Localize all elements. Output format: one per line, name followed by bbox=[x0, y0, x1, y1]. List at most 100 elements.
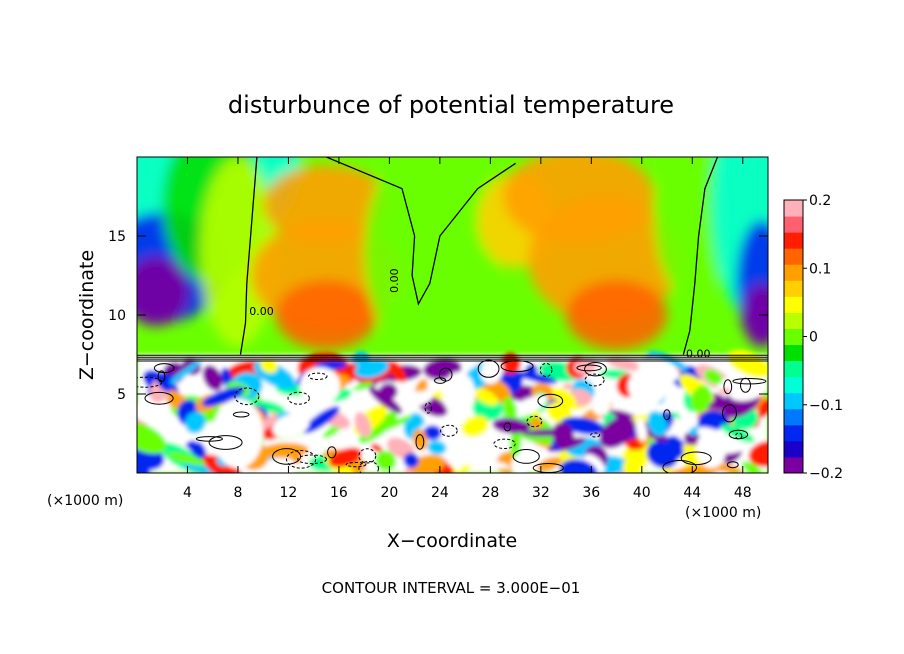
field-blob bbox=[566, 280, 668, 350]
turbulent-eddy bbox=[354, 358, 390, 379]
turbulent-eddy bbox=[368, 387, 403, 414]
warm-eddy bbox=[442, 371, 476, 417]
turbulent-eddy bbox=[522, 429, 572, 437]
contour-line bbox=[326, 157, 516, 306]
y-tick-label: 10 bbox=[108, 308, 126, 324]
contour-loop bbox=[584, 373, 605, 387]
colorbar-swatch bbox=[784, 440, 803, 458]
turbulent-eddy bbox=[201, 386, 245, 407]
turbulent-eddy bbox=[559, 459, 598, 473]
turbulent-eddy bbox=[704, 369, 723, 385]
field-blob bbox=[200, 157, 276, 347]
contour-loop bbox=[234, 387, 260, 406]
turbulent-eddy bbox=[503, 396, 518, 424]
lower-layer-field bbox=[137, 349, 768, 473]
contour-loop bbox=[358, 448, 377, 464]
colorbar-swatch bbox=[784, 376, 803, 394]
turbulent-eddy bbox=[461, 415, 489, 437]
plot-area: 0.00 0.00 0.00 bbox=[137, 157, 768, 473]
turbulent-eddy bbox=[635, 418, 648, 441]
x-tick-label: 8 bbox=[233, 485, 242, 501]
turbulent-eddy bbox=[403, 452, 419, 468]
contour-loop bbox=[728, 429, 749, 440]
contour-lines: 0.00 0.00 0.00 bbox=[137, 157, 768, 473]
contour-loop bbox=[232, 411, 250, 418]
turbulent-eddy bbox=[370, 443, 383, 453]
x-tick-label: 36 bbox=[582, 485, 600, 501]
turbulent-eddy bbox=[260, 357, 278, 374]
turbulent-eddy bbox=[758, 398, 768, 419]
contour-loop bbox=[732, 378, 767, 385]
colorbar-swatch bbox=[784, 232, 803, 249]
colorbar-swatch bbox=[784, 408, 803, 426]
contour-label: 0.00 bbox=[249, 305, 273, 318]
contour-loop bbox=[512, 449, 540, 464]
turbulent-eddy bbox=[510, 454, 532, 473]
contour-loop bbox=[722, 404, 737, 423]
contour-loop bbox=[358, 461, 379, 473]
x-tick-label: 44 bbox=[683, 485, 701, 501]
contour-loop bbox=[500, 360, 534, 373]
turbulent-eddy bbox=[328, 447, 362, 468]
contour-loop bbox=[590, 432, 601, 438]
x-tick-label: 4 bbox=[183, 485, 192, 501]
colorbar-swatch bbox=[784, 216, 803, 233]
contour-loop bbox=[503, 422, 512, 432]
colorbar-swatch bbox=[784, 264, 803, 281]
turbulent-eddy bbox=[622, 456, 644, 473]
colorbar-swatch bbox=[784, 296, 803, 313]
colorbar-swatch bbox=[784, 328, 803, 346]
contour-loop bbox=[539, 362, 553, 378]
turbulent-eddy bbox=[423, 425, 442, 441]
contour-loop bbox=[440, 424, 458, 437]
x-tick-label: 28 bbox=[481, 485, 499, 501]
chart-title: disturbunce of potential temperature bbox=[228, 91, 674, 119]
x-tick-label: 32 bbox=[532, 485, 550, 501]
turbulent-eddy bbox=[741, 461, 764, 473]
y-tick-label: 5 bbox=[117, 387, 126, 403]
turbulent-eddy bbox=[375, 450, 397, 472]
turbulent-eddy bbox=[381, 415, 412, 431]
contour-loop bbox=[327, 446, 337, 459]
x-axis-label: X−coordinate bbox=[387, 530, 517, 552]
turbulent-eddy bbox=[474, 388, 499, 406]
warm-eddy bbox=[696, 430, 727, 469]
contour-loop bbox=[345, 462, 367, 468]
colorbar-swatch bbox=[784, 312, 803, 329]
turbulent-eddy bbox=[448, 446, 484, 463]
colorbar: 0.2 0.1 0 −0.1 −0.2 bbox=[783, 193, 843, 482]
x-unit-right: (×1000 m) bbox=[685, 505, 761, 521]
contour-loop bbox=[287, 391, 310, 405]
turbulent-eddy bbox=[167, 452, 208, 466]
contour-loop bbox=[477, 359, 500, 378]
colorbar-tick-label: −0.1 bbox=[809, 398, 843, 414]
turbulent-eddy bbox=[202, 365, 223, 391]
contour-loop bbox=[576, 364, 602, 372]
x-tick-label: 40 bbox=[633, 485, 651, 501]
field-blob bbox=[654, 157, 731, 300]
turbulent-eddy bbox=[457, 464, 471, 473]
turbulent-eddy bbox=[386, 437, 415, 459]
contour-loop bbox=[584, 362, 607, 377]
upper-layer-field bbox=[137, 157, 768, 363]
y-axis-label: Z−coordinate bbox=[76, 250, 98, 380]
contour-loop bbox=[438, 367, 453, 382]
contour-loop bbox=[308, 372, 328, 380]
turbulent-eddy bbox=[508, 395, 548, 418]
turbulent-eddy bbox=[584, 453, 605, 473]
turbulent-eddy bbox=[599, 416, 636, 449]
colorbar-swatch bbox=[784, 248, 803, 265]
field-blob bbox=[263, 164, 390, 244]
turbulent-eddy bbox=[137, 464, 151, 473]
contour-loop bbox=[415, 434, 425, 450]
x-unit-left: (×1000 m) bbox=[47, 493, 123, 509]
turbulent-eddy bbox=[530, 417, 543, 429]
turbulent-eddy bbox=[427, 440, 447, 455]
turbulent-eddy bbox=[690, 385, 712, 413]
warm-eddy bbox=[212, 398, 264, 469]
turbulent-eddy bbox=[302, 406, 340, 434]
contour-loop bbox=[208, 435, 243, 450]
turbulent-eddy bbox=[166, 359, 203, 387]
turbulent-eddy bbox=[249, 399, 286, 413]
colorbar-swatch bbox=[784, 344, 803, 362]
